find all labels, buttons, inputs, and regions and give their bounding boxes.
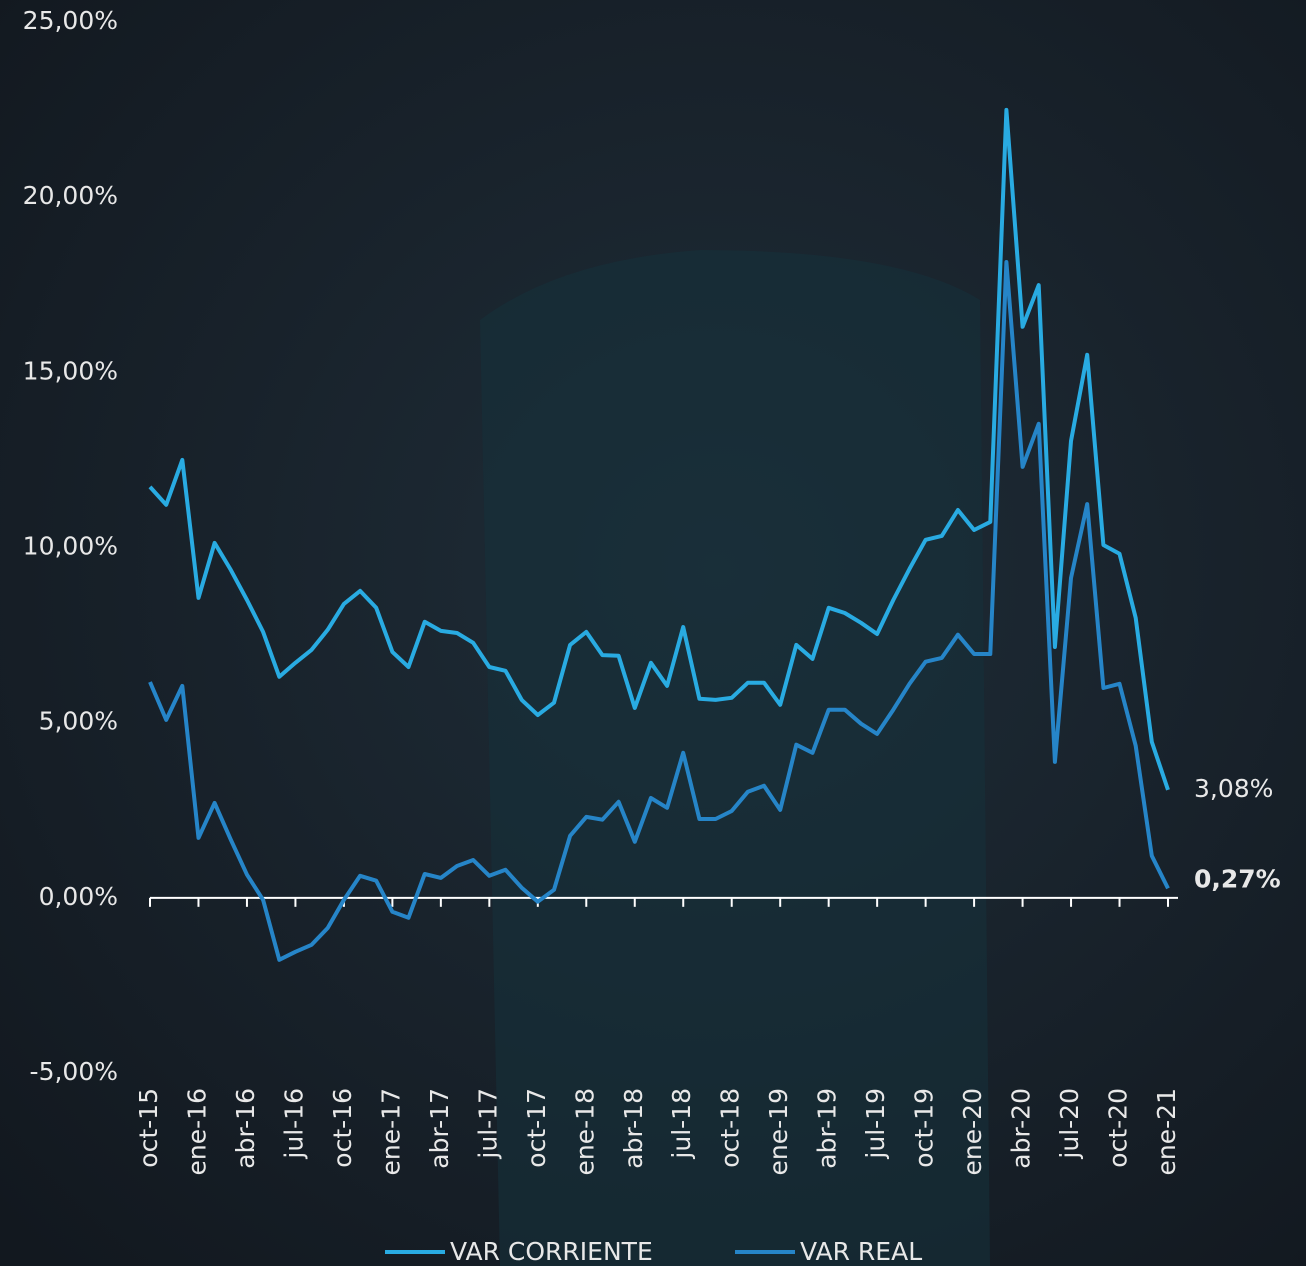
x-tick-label: abr-18	[619, 1088, 648, 1169]
x-tick-label: jul-16	[279, 1088, 308, 1160]
x-tick-label: jul-20	[1055, 1088, 1084, 1160]
y-tick-label: 15,00%	[23, 356, 118, 385]
x-tick-label: jul-18	[667, 1088, 696, 1160]
x-tick-label: abr-16	[231, 1088, 260, 1169]
x-tick-label: oct-19	[910, 1088, 939, 1168]
x-tick-label: ene-16	[182, 1088, 211, 1175]
x-tick-label: ene-17	[376, 1088, 405, 1175]
x-tick-label: ene-20	[958, 1088, 987, 1175]
value-label: 3,08%	[1194, 774, 1273, 803]
series-line	[148, 107, 1170, 791]
x-tick-label: ene-19	[764, 1088, 793, 1175]
x-tick-label: oct-16	[328, 1088, 357, 1168]
x-tick-label: abr-20	[1007, 1088, 1036, 1169]
value-label: 0,27%	[1194, 864, 1281, 893]
x-tick-label: oct-15	[134, 1088, 163, 1168]
x-tick-label: abr-19	[813, 1088, 842, 1169]
y-tick-label: 5,00%	[39, 707, 118, 736]
background-figure	[480, 250, 990, 1266]
y-tick-label: 25,00%	[23, 6, 118, 35]
x-tick-label: ene-18	[570, 1088, 599, 1175]
x-tick-label: abr-17	[425, 1088, 454, 1169]
x-tick-label: jul-17	[473, 1088, 502, 1160]
x-tick-label: jul-19	[861, 1088, 890, 1160]
x-tick-label: oct-18	[716, 1088, 745, 1168]
y-tick-label: -5,00%	[30, 1057, 118, 1086]
y-tick-label: 0,00%	[39, 882, 118, 911]
y-tick-label: 10,00%	[23, 532, 118, 561]
legend-label: VAR REAL	[800, 1237, 922, 1266]
x-tick-label: oct-17	[522, 1088, 551, 1168]
series-line	[148, 260, 1170, 962]
y-tick-label: 20,00%	[23, 181, 118, 210]
legend-label: VAR CORRIENTE	[450, 1237, 653, 1266]
x-tick-label: oct-20	[1104, 1088, 1133, 1168]
x-tick-label: ene-21	[1152, 1088, 1181, 1175]
